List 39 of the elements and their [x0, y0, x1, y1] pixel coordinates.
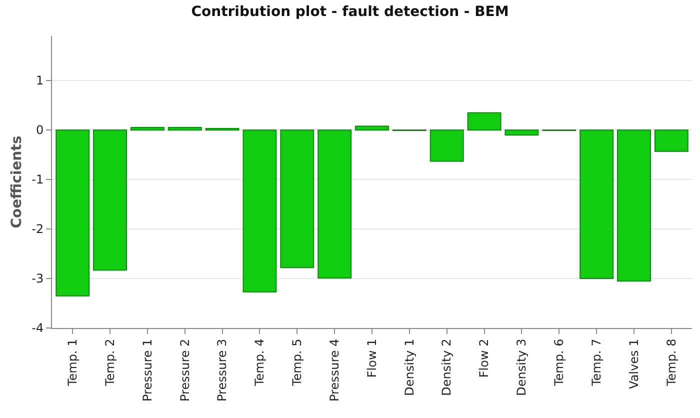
- x-tick-label: Pressure 1: [140, 338, 154, 402]
- x-tick-label: Density 3: [514, 338, 529, 396]
- chart-title: Contribution plot - fault detection - BEM: [191, 4, 509, 20]
- y-tick-label: -3: [32, 272, 44, 286]
- bar: [617, 130, 651, 282]
- bar: [130, 127, 164, 131]
- x-tick-label: Temp. 6: [552, 338, 566, 388]
- bar: [93, 130, 127, 271]
- x-tick-label: Density 1: [402, 338, 416, 396]
- x-tick-label: Density 2: [440, 338, 454, 396]
- bar: [242, 130, 277, 292]
- bar: [430, 130, 464, 162]
- y-tick-label: -4: [32, 321, 44, 336]
- bar: [56, 130, 90, 296]
- x-tick-label: Flow 2: [477, 338, 492, 378]
- x-tick-label: Temp. 4: [252, 338, 267, 388]
- bar: [654, 130, 688, 152]
- bar: [355, 126, 389, 131]
- bar: [168, 127, 202, 131]
- x-tick-label: Pressure 2: [178, 338, 192, 402]
- y-axis-title: Coefficients: [9, 136, 26, 228]
- x-tick-label: Pressure 4: [327, 338, 342, 402]
- x-tick-label: Temp. 2: [102, 338, 117, 388]
- bar: [504, 130, 539, 136]
- y-tick-label: 1: [36, 74, 44, 88]
- bar: [280, 130, 314, 268]
- x-tick-label: Temp. 7: [589, 338, 604, 388]
- y-tick-label: -1: [32, 172, 44, 187]
- x-tick-label: Temp. 8: [664, 338, 678, 388]
- x-tick-label: Temp. 1: [65, 338, 80, 388]
- bar: [318, 130, 352, 279]
- y-tick-label: 0: [36, 123, 44, 138]
- x-tick-label: Pressure 3: [215, 338, 230, 402]
- x-tick-label: Temp. 5: [290, 338, 304, 388]
- x-tick-label: Flow 1: [364, 338, 379, 378]
- y-tick-label: -2: [32, 222, 44, 236]
- bar: [467, 112, 502, 131]
- x-tick-label: Valves 1: [626, 338, 641, 389]
- bar: [580, 130, 614, 280]
